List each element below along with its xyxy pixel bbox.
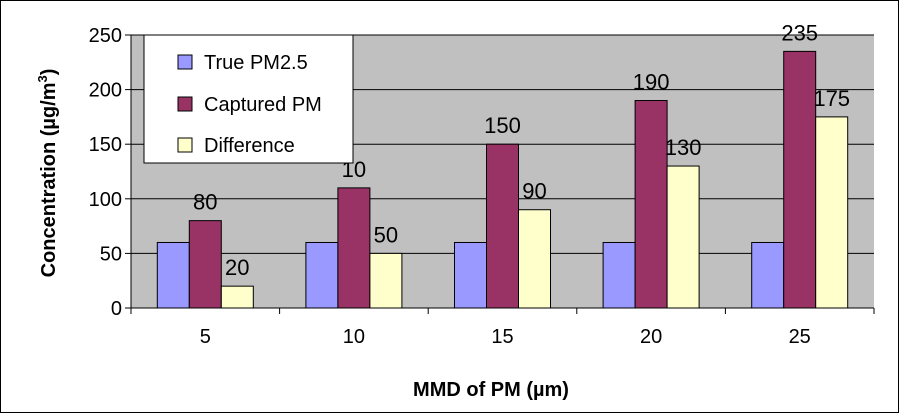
y-tick-label: 250: [89, 25, 122, 47]
data-label: 20: [225, 255, 249, 280]
y-axis-title-close: ): [38, 69, 60, 76]
y-tick-label: 50: [100, 243, 122, 265]
bar-difference-5: [220, 285, 254, 309]
y-axis-title-main: Concentration (µg/m: [38, 83, 60, 278]
axes: [130, 35, 874, 309]
x-tick-labels: 5 10 15 20 25: [130, 308, 875, 348]
legend-label-true-pm25: True PM2.5: [204, 52, 308, 74]
bar-difference-25: [815, 116, 849, 309]
bar-true-pm2-5-15: [454, 241, 487, 309]
data-label: 130: [665, 135, 702, 160]
legend: True PM2.5 Captured PM Difference: [143, 34, 354, 164]
legend-swatch-difference: [177, 137, 193, 153]
bar-true-pm2-5-25: [751, 241, 785, 309]
bar-captured-pm-15: [486, 143, 519, 309]
bar-difference-20: [666, 165, 700, 309]
y-axis-title-superscript: 3: [35, 75, 50, 82]
bar-true-pm2-5-10: [305, 241, 339, 309]
bars: [156, 50, 849, 309]
bar-captured-pm-20: [634, 100, 668, 309]
data-label: 175: [813, 86, 850, 111]
legend-swatch-captured-pm: [177, 96, 193, 112]
x-tick-label: 20: [640, 326, 662, 348]
data-label: 190: [633, 70, 670, 95]
legend-label-captured-pm: Captured PM: [204, 94, 322, 116]
y-tick-label: 150: [89, 134, 122, 156]
x-tick-label: 25: [789, 326, 811, 348]
y-tick-label: 0: [111, 298, 122, 320]
data-label: 235: [781, 20, 818, 45]
data-label: 150: [484, 113, 521, 138]
data-label: 90: [522, 179, 546, 204]
x-tick-label: 5: [200, 326, 211, 348]
bar-difference-15: [518, 209, 551, 309]
y-axis-title: Concentration (µg/m3): [35, 69, 60, 278]
x-axis-title: MMD of PM (µm): [413, 379, 569, 401]
legend-label-difference: Difference: [204, 135, 295, 157]
data-label: 50: [374, 222, 398, 247]
bar-captured-pm-25: [783, 50, 817, 309]
legend-swatch-true-pm25: [177, 54, 193, 70]
x-tick-label: 10: [343, 326, 365, 348]
bar-captured-pm-10: [337, 187, 371, 309]
y-tick-label: 200: [89, 80, 122, 102]
bar-true-pm2-5-5: [156, 241, 190, 309]
x-tick-label: 15: [491, 326, 513, 348]
bar-captured-pm-5: [188, 220, 222, 309]
bar-difference-10: [369, 252, 403, 309]
bar-true-pm2-5-20: [602, 241, 636, 309]
y-tick-labels: 0 50 100 150 200 250: [89, 25, 131, 320]
y-tick-label: 100: [89, 189, 122, 211]
data-label: 80: [193, 190, 217, 215]
